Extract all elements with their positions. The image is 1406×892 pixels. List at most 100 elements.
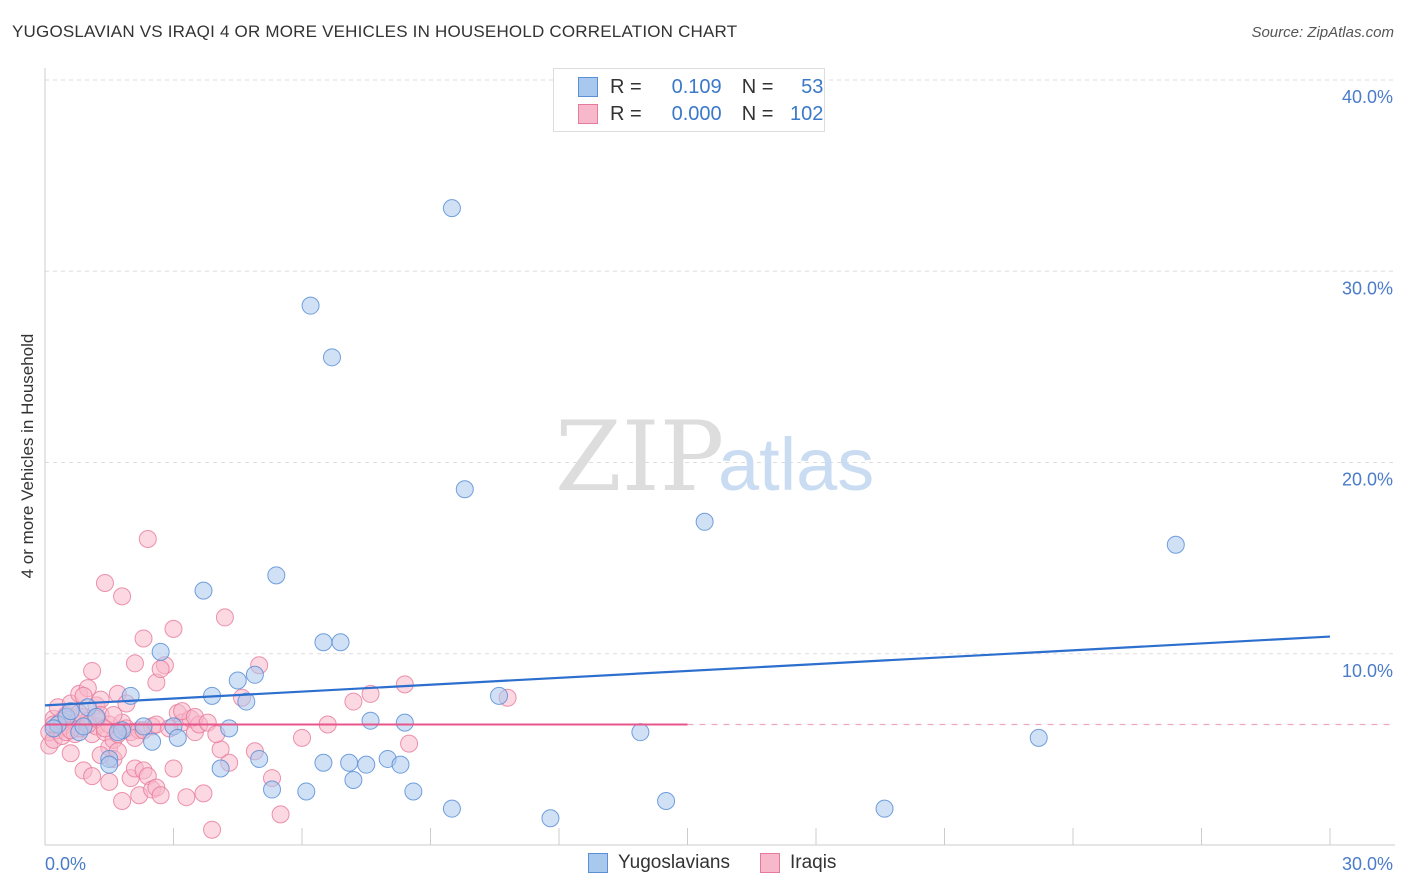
yugoslavians-point [357, 755, 376, 774]
r-value-iraqis: 0.000 [671, 102, 722, 125]
yugoslavians-point [490, 686, 509, 705]
trend-lines [44, 635, 1395, 726]
watermark: ZIP atlas [555, 401, 874, 513]
iraqis-point [361, 684, 380, 703]
iraqis-point [61, 744, 80, 763]
yugoslavians-point [344, 770, 363, 789]
iraqis-point [344, 692, 363, 711]
pink-swatch [578, 104, 598, 124]
yugoslavians-point [340, 753, 359, 772]
yugoslavians-point [404, 782, 423, 801]
yugoslavians-point [1029, 728, 1048, 747]
yugoslavians-point [322, 348, 341, 367]
watermark-atlas: atlas [718, 423, 874, 506]
yugoslavians-point [267, 566, 286, 585]
iraqis-point [395, 675, 414, 694]
iraqis-point [151, 786, 170, 805]
legend-label-iraqis: Iraqis [789, 852, 837, 873]
n-value-iraqis: 102 [790, 102, 824, 125]
iraqis-point [134, 629, 153, 648]
iraqis-point [177, 788, 196, 807]
iraqis-point [125, 654, 144, 673]
chart-title: YUGOSLAVIAN VS IRAQI 4 OR MORE VEHICLES … [12, 22, 738, 41]
yugoslavians-point [61, 702, 80, 721]
yugoslavians-point [541, 809, 560, 828]
legend-row-yugoslavians: R = 0.109 N = 53 [578, 75, 823, 99]
yugoslavians-point [74, 717, 93, 736]
gridlines [45, 79, 1395, 655]
legend-label-yugoslavians: Yugoslavians [618, 852, 730, 873]
tick-labels: 10.0% 20.0% 30.0% 40.0% 0.0% 30.0% [45, 87, 1393, 874]
yugoslavians-point [442, 799, 461, 818]
source-label: Source: ZipAtlas.com [1251, 24, 1394, 41]
yugoslavians-point [250, 749, 269, 768]
yugoslavians-point [301, 296, 320, 315]
blue-swatch [578, 77, 598, 97]
legend-item-iraqis[interactable]: Iraqis [759, 852, 837, 874]
r-value-yugoslavians: 0.109 [671, 75, 722, 98]
yugoslavians-point [134, 717, 153, 736]
iraqis-point [95, 573, 114, 592]
y-tick-label: 20.0% [1342, 470, 1393, 490]
stats-legend: R = 0.109 N = 53 R = 0.000 N = 102 [553, 68, 825, 132]
yugoslavians-point [168, 728, 187, 747]
r-label: R = [610, 75, 642, 98]
yugoslavians-point [631, 723, 650, 742]
n-label: N = [741, 102, 774, 125]
yugoslavians-trend-line [44, 635, 1331, 707]
blue-swatch [588, 853, 608, 873]
yugoslavians-point [331, 633, 350, 652]
yugoslavians-point [143, 732, 162, 751]
pink-swatch [759, 853, 780, 873]
r-label: R = [610, 102, 642, 125]
legend-item-yugoslavians[interactable]: Yugoslavians [588, 852, 730, 874]
axes [44, 68, 1395, 846]
yugoslavians-point [211, 759, 230, 778]
yugoslavians-point [297, 782, 316, 801]
yugoslavians-point [314, 633, 333, 652]
iraqis-point [400, 734, 419, 753]
yugoslavians-point [391, 755, 410, 774]
watermark-zip: ZIP [555, 401, 724, 513]
yugoslavians-point [1166, 535, 1185, 554]
iraqis-point [83, 661, 102, 680]
yugoslavians-point [151, 642, 170, 661]
iraqis-point [113, 587, 132, 606]
yugoslavians-point [442, 199, 461, 218]
iraqis-point [83, 767, 102, 786]
iraqis-point [164, 759, 183, 778]
y-tick-label: 30.0% [1342, 278, 1393, 298]
yugoslavians-point [245, 665, 264, 684]
iraqis-point [113, 792, 132, 811]
yugoslavians-point [314, 753, 333, 772]
legend-row-iraqis: R = 0.000 N = 102 [578, 102, 823, 126]
iraqis-point [271, 805, 290, 824]
yugoslavians-point [875, 799, 894, 818]
yugoslavians-point [220, 719, 239, 738]
iraqis-point [215, 608, 234, 627]
n-value-yugoslavians: 53 [801, 75, 824, 98]
y-tick-label: 40.0% [1342, 87, 1393, 107]
yugoslavians-point [44, 719, 63, 738]
yugoslavians-point [100, 755, 119, 774]
yugoslavians-point [695, 512, 714, 531]
n-label: N = [741, 75, 774, 98]
y-tick-label: 10.0% [1342, 661, 1393, 681]
yugoslavians-point [395, 713, 414, 732]
yugoslavians-point [361, 711, 380, 730]
iraqis-point [100, 772, 119, 791]
iraqis-point [151, 660, 170, 679]
iraqis-point [138, 530, 157, 548]
x-tick-label-min: 0.0% [45, 854, 86, 874]
iraqis-point [203, 820, 222, 839]
iraqis-point [293, 728, 311, 747]
yugoslavians-point [657, 792, 676, 811]
series-legend: Yugoslavians Iraqis [588, 852, 866, 874]
iraqis-point [164, 619, 183, 638]
yugoslavians-point [237, 692, 256, 711]
yugoslavians-point [263, 780, 282, 799]
yugoslavians-point [228, 671, 247, 690]
yugoslavians-point [108, 723, 127, 742]
iraqis-point [194, 784, 213, 803]
